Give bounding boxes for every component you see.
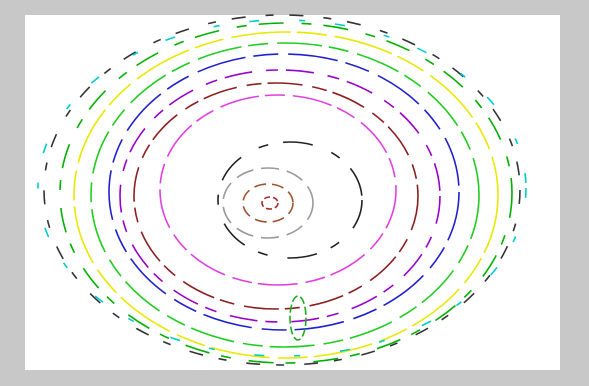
screenshot: [0, 0, 589, 386]
figure: [0, 0, 589, 386]
